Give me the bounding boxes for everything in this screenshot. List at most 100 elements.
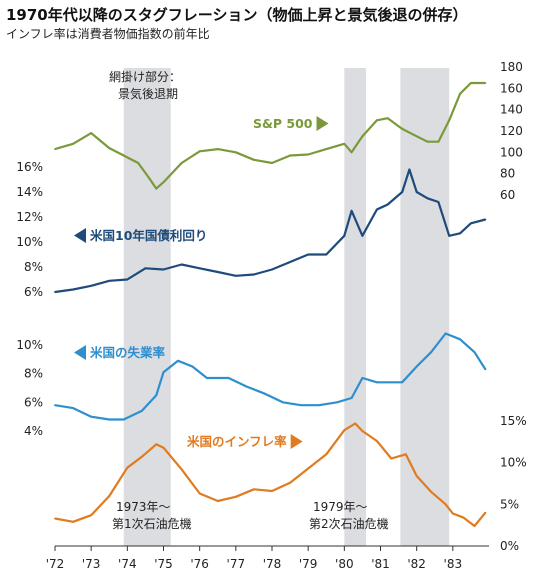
series-point-2-15 xyxy=(300,404,302,407)
oil-crisis-1-line1: 1973年～ xyxy=(116,500,171,514)
series-point-2-26 xyxy=(459,338,461,341)
chart-axes: '72 '73 '74 '75 '76 '77 '78 '79 '80 '81 '82 '83 60 80… xyxy=(16,60,526,571)
series-point-0-3 xyxy=(108,147,111,150)
y-tick-label-3-3: 15% xyxy=(500,414,527,428)
series-point-1-27 xyxy=(459,232,461,235)
y-tick-label-2-0: 4% xyxy=(24,424,43,438)
y-tick-label-1-5: 16% xyxy=(16,160,43,174)
recession-shading xyxy=(123,68,450,546)
series-point-2-17 xyxy=(336,401,338,404)
series-point-3-29 xyxy=(484,511,487,514)
y-tick-label-2-2: 8% xyxy=(24,367,43,381)
series-line-3 xyxy=(54,422,487,528)
series-point-3-24 xyxy=(430,490,432,493)
x-tick-label-6: '78 xyxy=(263,557,282,571)
series-point-2-24 xyxy=(430,351,432,354)
x-tick-label-2: '74 xyxy=(118,557,137,571)
series-point-2-3 xyxy=(108,418,111,421)
series-point-0-28 xyxy=(459,92,461,95)
series-point-1-2 xyxy=(90,284,93,287)
series-arrow-0 xyxy=(316,116,329,131)
series-point-3-28 xyxy=(473,525,476,527)
series-point-2-10 xyxy=(206,377,208,379)
series-point-1-29 xyxy=(484,218,487,221)
series-point-0-27 xyxy=(448,119,451,122)
x-tick-label-11: '83 xyxy=(444,557,463,571)
oil-crisis-2-line1: 1979年～ xyxy=(313,500,368,514)
series-point-0-2 xyxy=(90,132,93,135)
series-point-0-24 xyxy=(415,135,418,138)
series-point-1-7 xyxy=(180,263,183,266)
series-point-1-20 xyxy=(386,203,389,206)
series-label-3: 米国のインフレ率 xyxy=(186,434,287,449)
recession-band-0 xyxy=(123,68,171,546)
x-tick-label-1: '73 xyxy=(82,557,101,571)
series-line-1 xyxy=(54,168,486,294)
series-point-1-9 xyxy=(216,271,219,273)
series-arrow-2 xyxy=(74,345,86,360)
series-point-0-11 xyxy=(216,148,219,151)
series-point-3-22 xyxy=(404,453,407,456)
series-point-1-12 xyxy=(271,268,273,271)
series-point-0-6 xyxy=(148,177,150,179)
series-point-1-11 xyxy=(253,273,255,276)
y-tick-label-3-2: 10% xyxy=(500,456,527,470)
series-label-0: S&P 500 xyxy=(253,116,313,131)
series-point-0-4 xyxy=(122,154,125,157)
series-point-3-2 xyxy=(90,514,93,517)
series-point-1-14 xyxy=(307,253,310,256)
series-point-1-17 xyxy=(350,209,353,212)
y-tick-label-3-0: 0% xyxy=(500,539,519,553)
recession-band-2 xyxy=(400,68,450,546)
chart-labels: 網掛け部分： 景気後退期 1973年～ 第1次石油危機 1979年～ 第2次石油… xyxy=(109,69,389,531)
series-point-1-6 xyxy=(162,268,165,271)
series-point-3-1 xyxy=(72,520,74,523)
series-point-0-21 xyxy=(376,119,378,122)
series-point-0-26 xyxy=(437,140,440,143)
series-point-1-19 xyxy=(376,208,378,211)
series-point-3-26 xyxy=(451,512,454,515)
series-point-3-0 xyxy=(54,517,56,520)
series-point-0-15 xyxy=(289,154,291,157)
y-tick-label-0-6: 180 xyxy=(500,60,523,74)
series-point-2-6 xyxy=(155,394,158,397)
series-point-3-5 xyxy=(140,455,143,458)
recession-note-line1: 網掛け部分： xyxy=(109,69,181,84)
series-point-1-26 xyxy=(448,234,451,237)
series-point-2-12 xyxy=(245,385,248,388)
series-point-0-18 xyxy=(343,142,346,145)
x-tick-label-7: '79 xyxy=(299,557,318,571)
series-point-2-27 xyxy=(473,351,476,354)
series-point-0-16 xyxy=(307,153,310,156)
series-arrow-1 xyxy=(74,228,86,243)
series-arrow-3 xyxy=(290,434,303,449)
series-point-0-12 xyxy=(234,151,237,154)
y-tick-label-0-1: 80 xyxy=(500,167,515,181)
series-point-2-25 xyxy=(444,332,447,335)
series-point-2-18 xyxy=(350,397,353,399)
series-point-2-11 xyxy=(227,377,230,379)
series-point-1-24 xyxy=(426,197,429,200)
series-point-2-23 xyxy=(415,365,418,368)
y-tick-label-2-3: 10% xyxy=(16,338,43,352)
series-point-0-23 xyxy=(401,127,404,130)
series-point-1-3 xyxy=(108,279,111,282)
y-tick-label-2-1: 6% xyxy=(24,395,43,409)
y-tick-label-1-2: 10% xyxy=(16,235,43,249)
series-point-0-22 xyxy=(386,117,389,120)
y-tick-label-0-4: 140 xyxy=(500,103,523,117)
series-point-2-22 xyxy=(401,381,404,384)
series-point-3-6 xyxy=(155,443,158,446)
series-point-3-11 xyxy=(234,495,237,498)
y-tick-label-0-5: 160 xyxy=(500,81,523,95)
series-point-2-1 xyxy=(72,407,74,409)
x-tick-label-4: '76 xyxy=(190,557,209,571)
series-point-3-8 xyxy=(180,468,183,471)
series-point-1-16 xyxy=(343,234,346,237)
series-point-3-27 xyxy=(462,516,465,519)
series-point-2-13 xyxy=(263,392,266,395)
chart-title: 1970年代以降のスタグフレーション（物価上昇と景気後退の併存） xyxy=(6,6,468,24)
x-tick-label-0: '72 xyxy=(46,557,65,571)
series-point-0-8 xyxy=(162,181,165,184)
